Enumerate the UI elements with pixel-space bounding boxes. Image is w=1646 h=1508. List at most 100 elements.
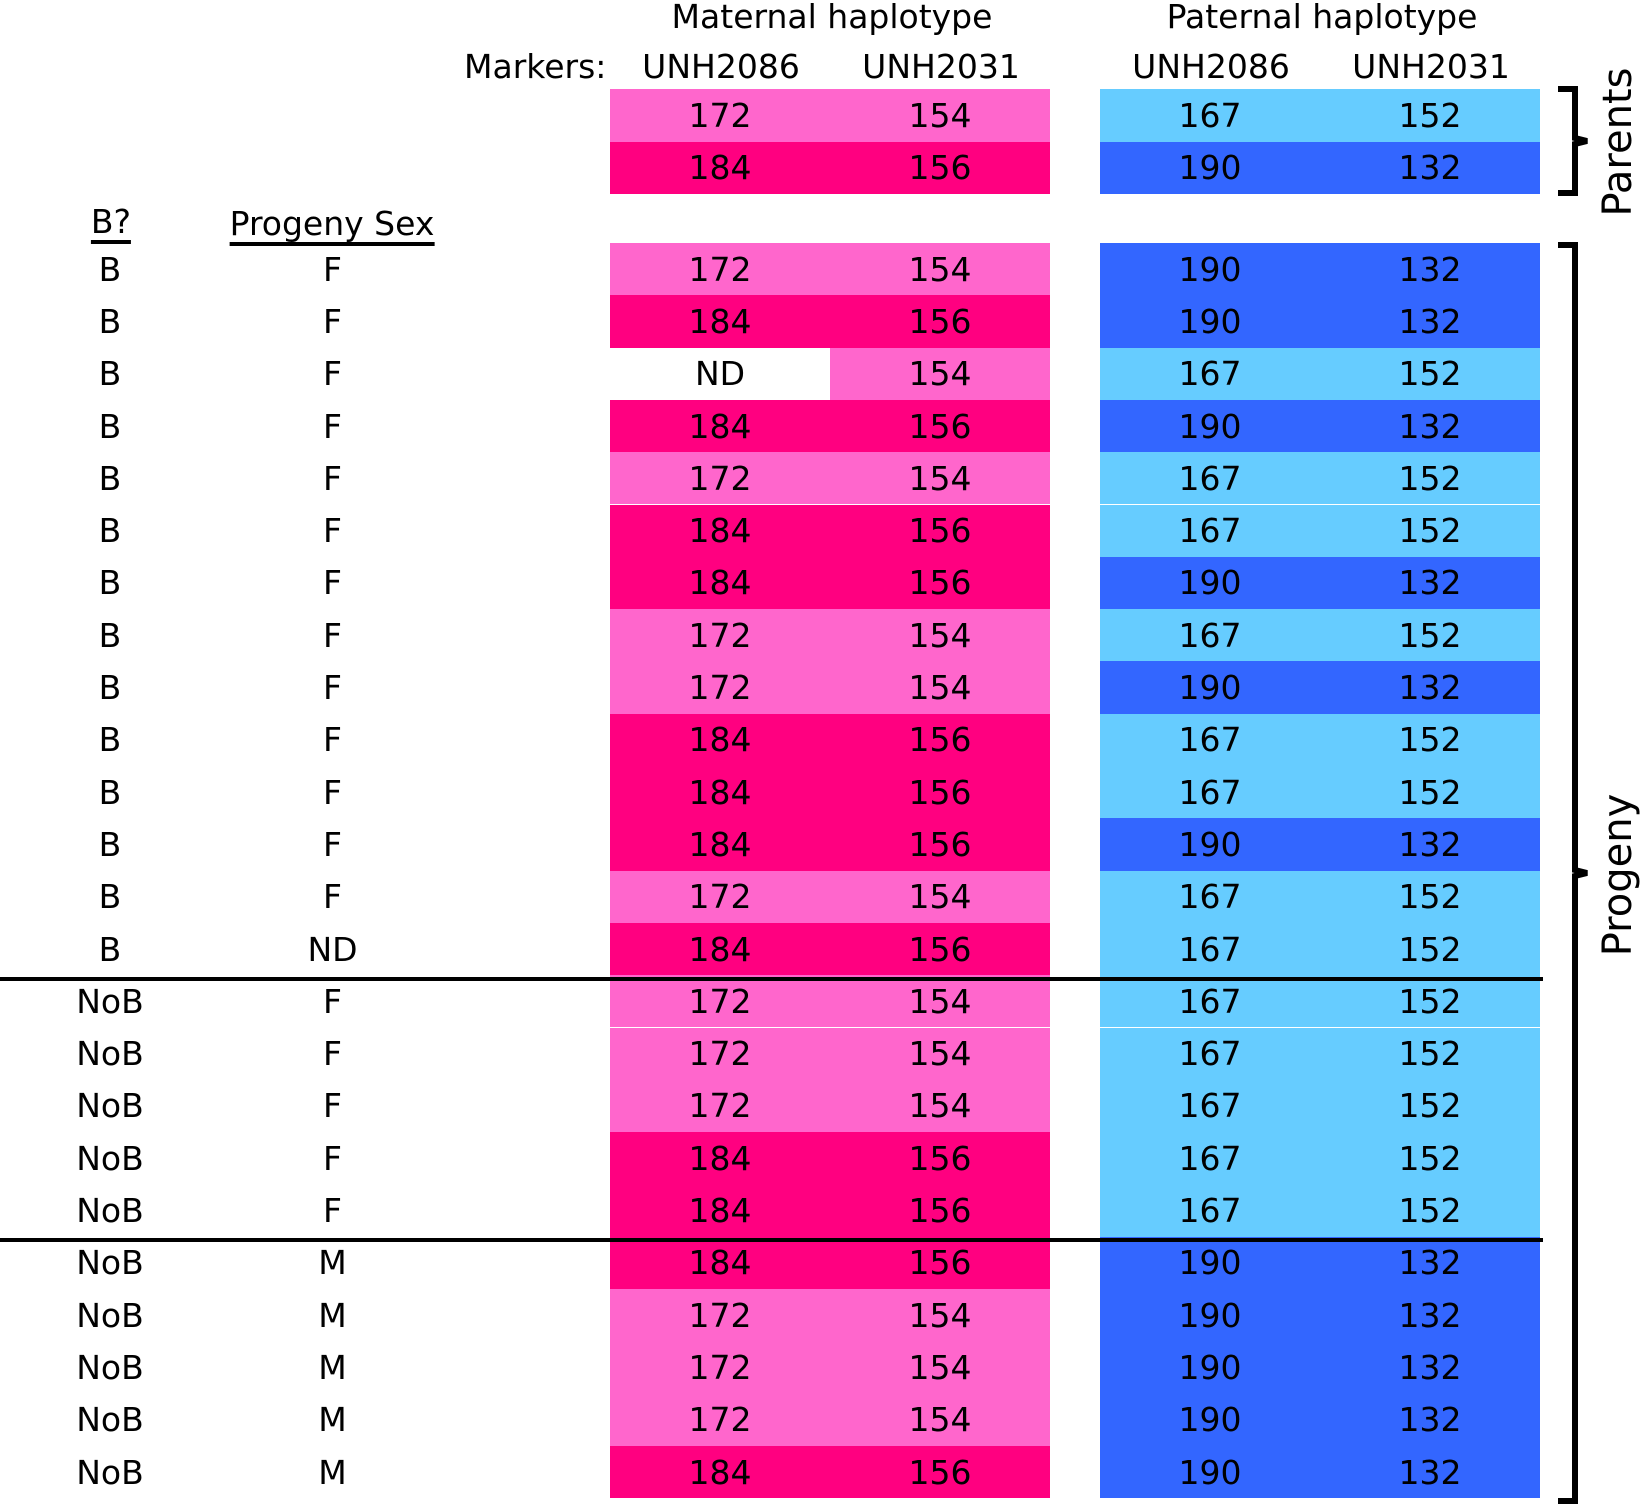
- maternal-allele-cell: 156: [830, 295, 1050, 348]
- b-status-cell: B: [98, 249, 122, 289]
- maternal-haplotype-header: Maternal haplotype: [671, 0, 993, 36]
- paternal-allele-cell: 132: [1320, 295, 1540, 348]
- maternal-allele-cell: 172: [610, 609, 830, 662]
- b-status-cell: NoB: [76, 1400, 144, 1440]
- b-status-cell: B: [98, 877, 122, 917]
- progeny-sex-cell: F: [323, 458, 342, 498]
- maternal-allele-cell: 154: [830, 1289, 1050, 1342]
- group-separator-line: [0, 1238, 1543, 1242]
- maternal-allele-cell: 156: [830, 766, 1050, 819]
- parents-brace: [1558, 86, 1588, 196]
- paternal-allele-cell: 190: [1100, 1445, 1320, 1499]
- b-status-cell: NoB: [76, 1347, 144, 1387]
- progeny-sex-cell: F: [323, 877, 342, 917]
- progeny-sex-cell: F: [323, 406, 342, 446]
- maternal-allele-cell: 172: [610, 661, 830, 714]
- paternal-allele-cell: 167: [1100, 347, 1320, 400]
- maternal-allele-cell: 154: [830, 452, 1050, 505]
- maternal-allele-cell: 154: [830, 975, 1050, 1028]
- progeny-sex-cell: F: [323, 615, 342, 655]
- paternal-allele-cell: 167: [1100, 922, 1320, 976]
- progeny-sex-cell: F: [323, 981, 342, 1021]
- b-column-header: B?: [90, 205, 132, 244]
- maternal-allele-cell: 154: [830, 870, 1050, 923]
- paternal-allele-cell: 167: [1100, 1132, 1320, 1185]
- progeny-sex-cell: F: [323, 1191, 342, 1231]
- parents-label: Parents: [1595, 67, 1641, 217]
- paternal-allele-cell: 152: [1320, 1132, 1540, 1185]
- paternal-allele-cell: 152: [1320, 89, 1540, 142]
- paternal-allele-cell: 190: [1100, 1393, 1320, 1446]
- paternal-allele-cell: 152: [1320, 1079, 1540, 1133]
- paternal-allele-cell: 190: [1100, 1289, 1320, 1342]
- paternal-allele-cell: 132: [1320, 1236, 1540, 1289]
- marker-maternal-unh2086: UNH2086: [642, 47, 800, 86]
- progeny-sex-cell: F: [323, 1138, 342, 1178]
- paternal-allele-cell: 132: [1320, 1289, 1540, 1342]
- maternal-allele-cell: 156: [830, 922, 1050, 976]
- b-status-cell: B: [98, 458, 122, 498]
- paternal-haplotype-header: Paternal haplotype: [1166, 0, 1478, 36]
- marker-maternal-unh2031: UNH2031: [862, 47, 1020, 86]
- maternal-allele-cell: 156: [830, 556, 1050, 610]
- marker-paternal-unh2086: UNH2086: [1132, 47, 1290, 86]
- paternal-allele-cell: 132: [1320, 141, 1540, 194]
- paternal-allele-cell: 132: [1320, 818, 1540, 871]
- maternal-allele-cell: 184: [610, 922, 830, 976]
- paternal-allele-cell: 152: [1320, 347, 1540, 400]
- progeny-sex-cell: F: [323, 1034, 342, 1074]
- paternal-allele-cell: 152: [1320, 922, 1540, 976]
- maternal-allele-cell: 156: [830, 1132, 1050, 1185]
- progeny-sex-cell: M: [318, 1295, 347, 1335]
- progeny-sex-cell: F: [323, 668, 342, 708]
- b-status-cell: B: [98, 824, 122, 864]
- maternal-allele-cell: 172: [610, 975, 830, 1028]
- maternal-allele-cell: 154: [830, 1027, 1050, 1080]
- maternal-allele-cell: 154: [830, 1079, 1050, 1133]
- maternal-allele-cell: 156: [830, 399, 1050, 453]
- paternal-allele-cell: 132: [1320, 1393, 1540, 1446]
- maternal-allele-cell: 184: [610, 141, 830, 194]
- b-status-cell: NoB: [76, 1034, 144, 1074]
- paternal-allele-cell: 132: [1320, 1341, 1540, 1394]
- b-status-cell: NoB: [76, 1243, 144, 1283]
- paternal-allele-cell: 190: [1100, 556, 1320, 610]
- maternal-allele-cell: 156: [830, 1184, 1050, 1237]
- maternal-allele-cell: 184: [610, 818, 830, 871]
- b-status-cell: NoB: [76, 1191, 144, 1231]
- progeny-sex-cell: M: [318, 1452, 347, 1492]
- maternal-allele-cell: 156: [830, 141, 1050, 194]
- maternal-allele-cell: 154: [830, 89, 1050, 142]
- paternal-allele-cell: 167: [1100, 975, 1320, 1028]
- paternal-allele-cell: 132: [1320, 1445, 1540, 1499]
- maternal-allele-cell: 172: [610, 89, 830, 142]
- paternal-allele-cell: 152: [1320, 504, 1540, 557]
- maternal-allele-cell: 156: [830, 713, 1050, 766]
- maternal-allele-cell: 184: [610, 556, 830, 610]
- progeny-sex-column-header: Progeny Sex: [229, 207, 435, 246]
- paternal-allele-cell: 190: [1100, 295, 1320, 348]
- maternal-allele-cell: 184: [610, 766, 830, 819]
- paternal-allele-cell: 167: [1100, 870, 1320, 923]
- progeny-sex-cell: F: [323, 249, 342, 289]
- maternal-allele-cell: 156: [830, 818, 1050, 871]
- progeny-sex-cell: F: [323, 720, 342, 760]
- paternal-allele-cell: 190: [1100, 141, 1320, 194]
- paternal-allele-cell: 132: [1320, 243, 1540, 296]
- paternal-allele-cell: 167: [1100, 766, 1320, 819]
- maternal-allele-cell: 172: [610, 1027, 830, 1080]
- b-status-cell: B: [98, 301, 122, 341]
- paternal-allele-cell: 152: [1320, 452, 1540, 505]
- b-status-cell: B: [98, 354, 122, 394]
- maternal-allele-cell: 184: [610, 399, 830, 453]
- b-status-cell: NoB: [76, 981, 144, 1021]
- b-status-cell: B: [98, 563, 122, 603]
- paternal-allele-cell: 152: [1320, 1184, 1540, 1237]
- paternal-allele-cell: 167: [1100, 713, 1320, 766]
- paternal-allele-cell: 190: [1100, 243, 1320, 296]
- paternal-allele-cell: 152: [1320, 1027, 1540, 1080]
- paternal-allele-cell: 152: [1320, 870, 1540, 923]
- progeny-sex-cell: F: [323, 563, 342, 603]
- paternal-allele-cell: 167: [1100, 1079, 1320, 1133]
- maternal-allele-cell: 154: [830, 661, 1050, 714]
